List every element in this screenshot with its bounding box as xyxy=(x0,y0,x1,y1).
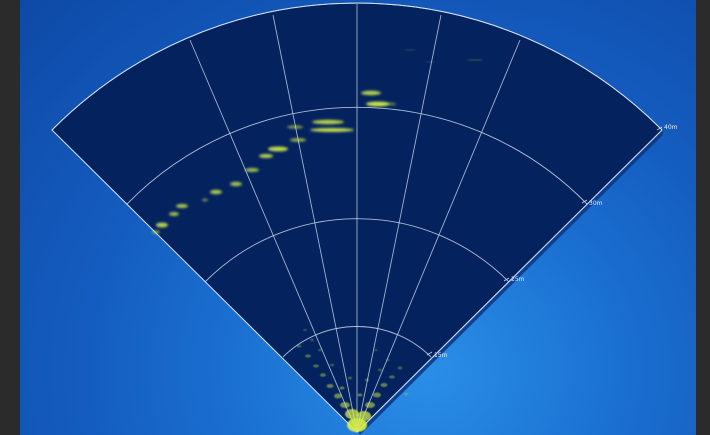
sonar-sector-display[interactable]: 15m 25m 30m 40m xyxy=(20,0,696,435)
sonar-echoes xyxy=(152,49,483,432)
range-label-3: 30m xyxy=(589,200,603,207)
sector-edge-shadow xyxy=(358,129,664,435)
range-label-2: 25m xyxy=(511,276,525,283)
near-field-clutter xyxy=(296,329,408,432)
bearing-line-4 xyxy=(356,14,442,433)
bearing-line-2 xyxy=(272,14,358,433)
range-label-1: 15m xyxy=(434,352,448,359)
sonar-viewport[interactable]: 15m 25m 30m 40m xyxy=(20,0,696,435)
echo-arc-band xyxy=(152,119,354,234)
bearing-lines xyxy=(189,4,521,433)
range-label-4: 40m xyxy=(664,124,678,131)
bearing-line-5 xyxy=(356,39,521,433)
echo-target-top xyxy=(361,90,396,107)
range-labels: 15m 25m 30m 40m xyxy=(426,124,678,359)
bearing-line-1 xyxy=(189,39,358,433)
sector-outline xyxy=(51,2,663,433)
faint-far-returns xyxy=(404,49,483,63)
